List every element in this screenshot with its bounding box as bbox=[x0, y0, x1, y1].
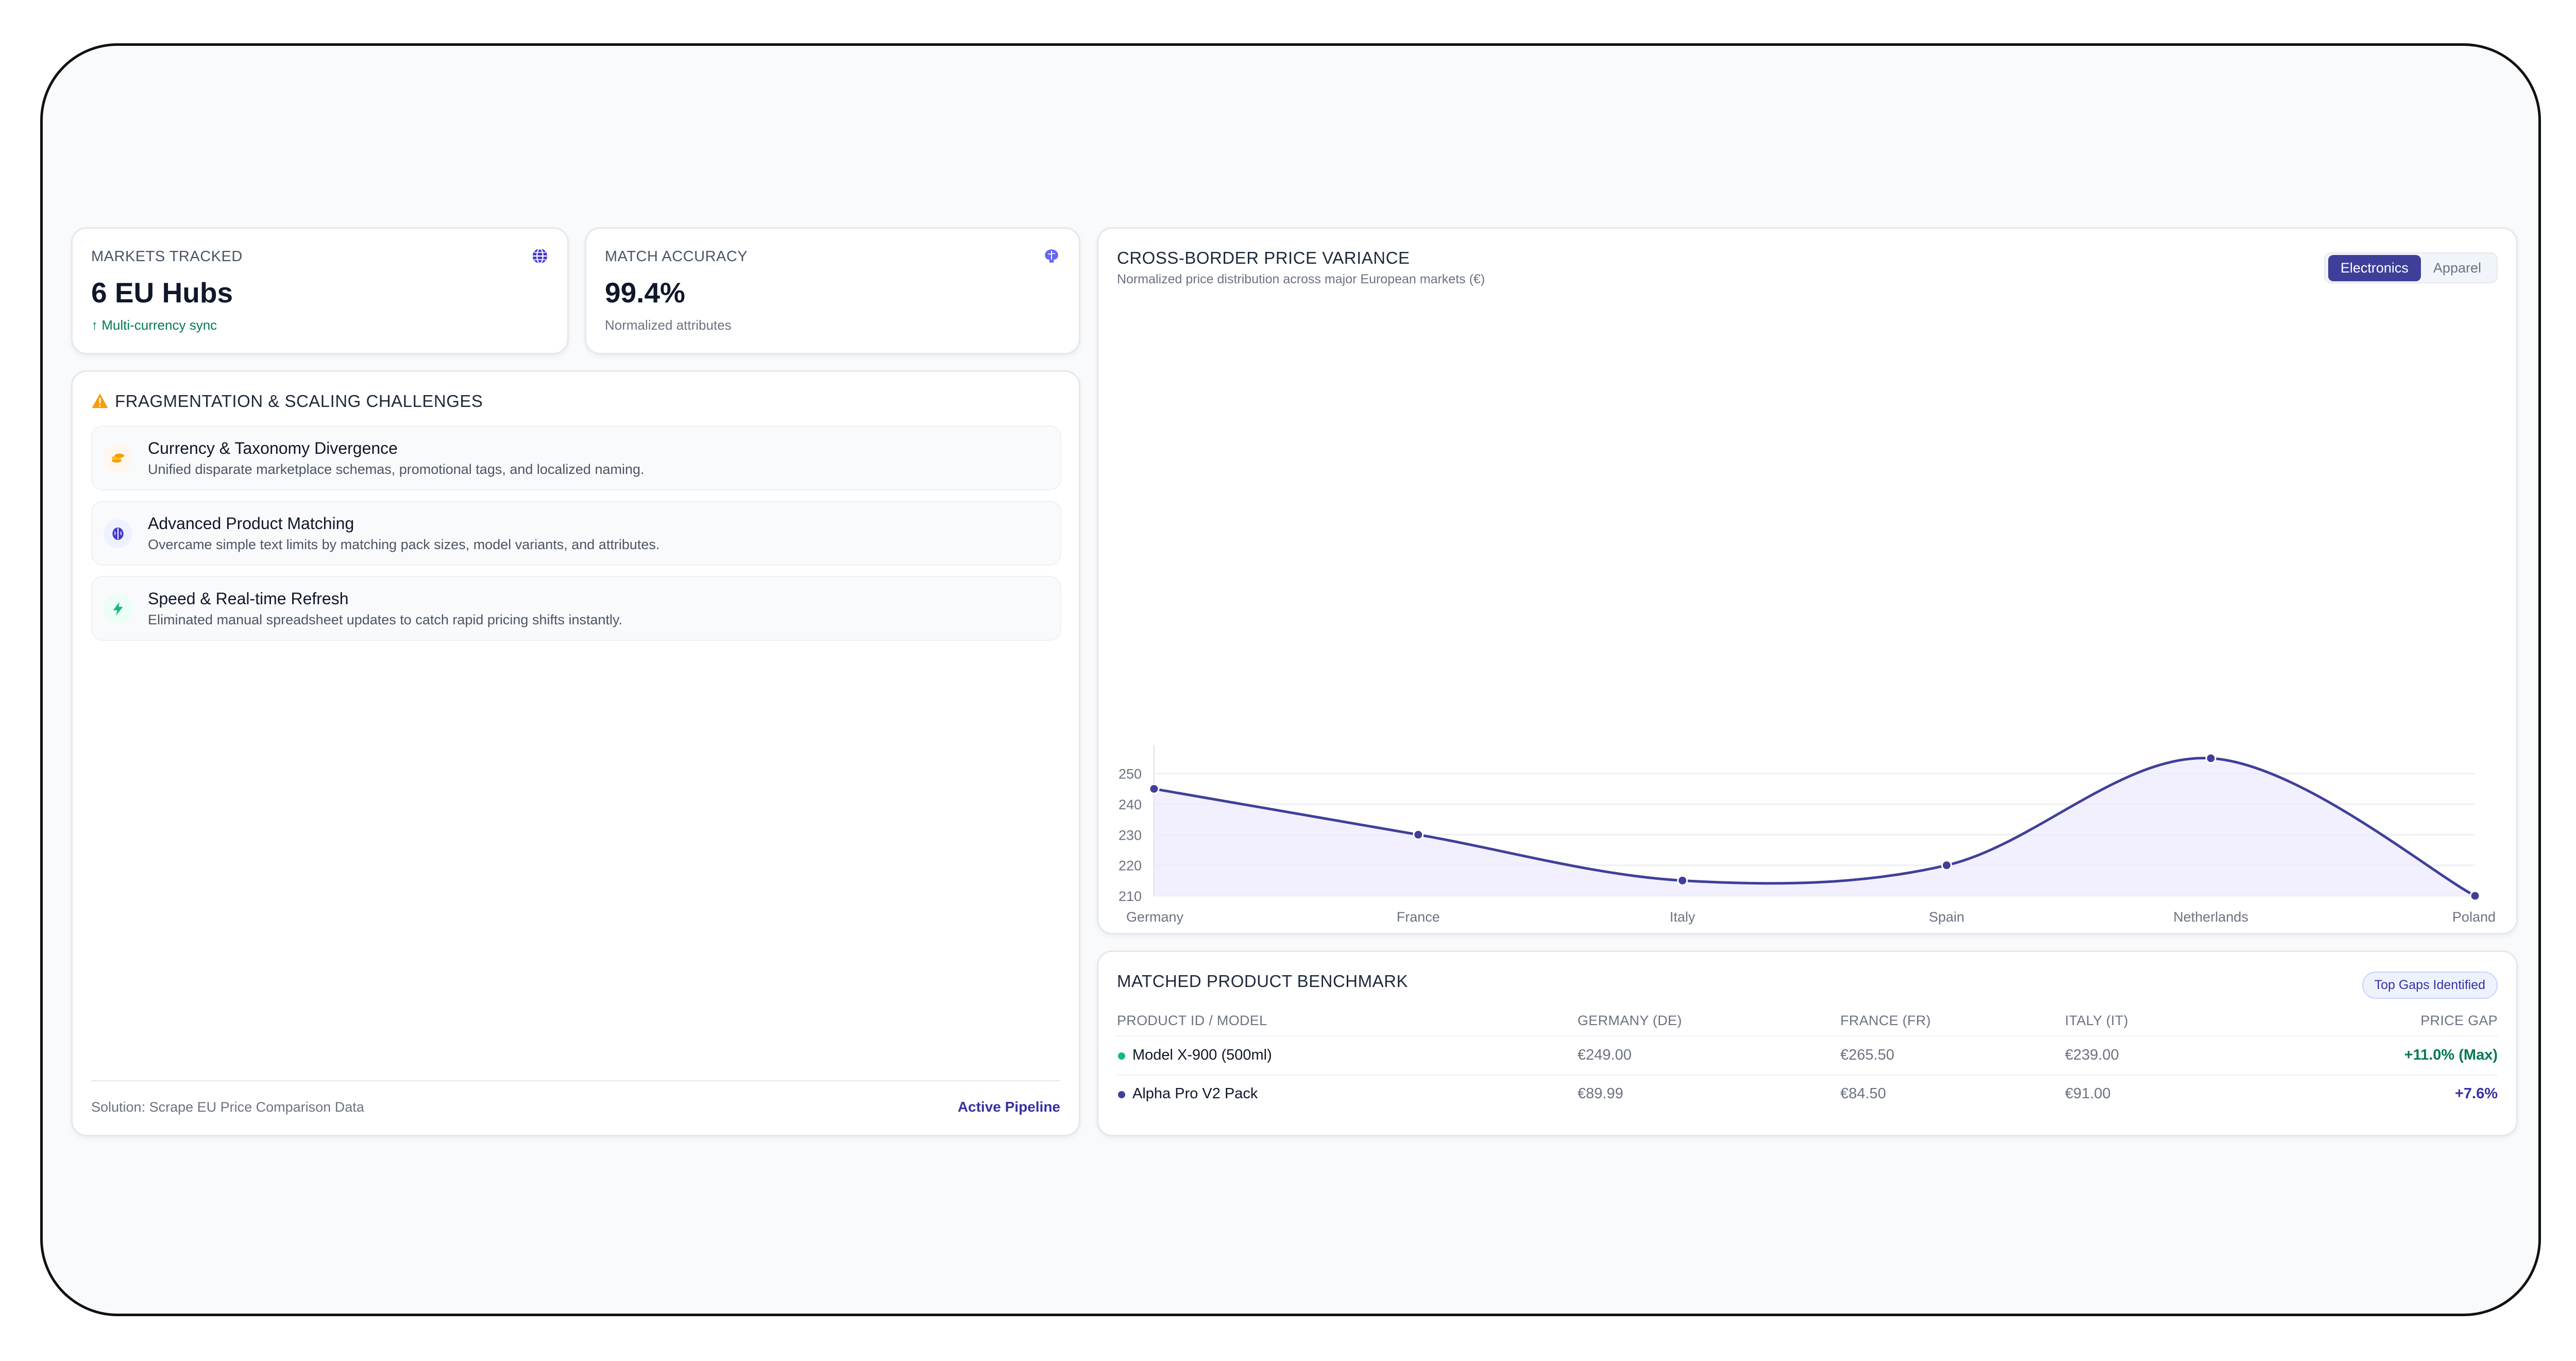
header-divider bbox=[1117, 1035, 2498, 1036]
row-dot bbox=[1118, 1091, 1125, 1098]
series-line bbox=[1154, 757, 2476, 897]
x-tick-label: Spain bbox=[1929, 909, 1964, 925]
row-price-de: €249.00 bbox=[1578, 1047, 1632, 1063]
row-divider bbox=[1117, 1075, 2498, 1076]
kpi-card-accuracy: MATCH ACCURACY 99.4% Normalized attribut… bbox=[585, 227, 1080, 354]
row-price-fr: €265.50 bbox=[1840, 1047, 1894, 1063]
row-price-fr: €84.50 bbox=[1840, 1085, 1886, 1102]
coins-icon bbox=[104, 444, 132, 473]
benchmark-card: MATCHED PRODUCT BENCHMARK Top Gaps Ident… bbox=[1097, 950, 2518, 1136]
row-model: Model X-900 (500ml) bbox=[1132, 1047, 1272, 1063]
tab-electronics[interactable]: Electronics bbox=[2328, 254, 2421, 281]
challenge-desc: Eliminated manual spreadsheet updates to… bbox=[148, 612, 623, 627]
col-header-italy: ITALY (IT) bbox=[2065, 1013, 2129, 1028]
app-frame: MARKETS TRACKED 6 EU Hubs ↑ Multi-curren… bbox=[40, 43, 2541, 1316]
x-tick-label: Poland bbox=[2452, 909, 2496, 925]
price-variance-card: CROSS-BORDER PRICE VARIANCE Normalized p… bbox=[1097, 227, 2518, 934]
row-price-gap: +11.0% (Max) bbox=[2404, 1047, 2498, 1063]
data-point[interactable] bbox=[2469, 890, 2481, 901]
tab-apparel[interactable]: Apparel bbox=[2433, 260, 2481, 276]
kpi-value: 6 EU Hubs bbox=[91, 277, 233, 309]
row-price-gap: +7.6% bbox=[2454, 1085, 2498, 1102]
top-gaps-badge: Top Gaps Identified bbox=[2362, 972, 2498, 999]
kpi-card-markets: MARKETS TRACKED 6 EU Hubs ↑ Multi-curren… bbox=[71, 227, 569, 354]
brain-icon bbox=[104, 519, 132, 548]
category-toggle: Electronics Apparel bbox=[2324, 252, 2498, 283]
y-tick-label: 210 bbox=[1118, 889, 1142, 904]
challenges-title: FRAGMENTATION & SCALING CHALLENGES bbox=[115, 392, 483, 411]
benchmark-title: MATCHED PRODUCT BENCHMARK bbox=[1117, 972, 1408, 991]
challenge-item: Speed & Real-time Refresh Eliminated man… bbox=[91, 576, 1061, 641]
y-tick-label: 220 bbox=[1118, 858, 1142, 874]
y-tick-label: 240 bbox=[1118, 797, 1142, 812]
warning-icon bbox=[92, 393, 108, 409]
kpi-label: MATCH ACCURACY bbox=[605, 248, 748, 265]
globe-icon bbox=[532, 248, 548, 264]
x-tick-label: Italy bbox=[1670, 909, 1696, 925]
variance-title: CROSS-BORDER PRICE VARIANCE bbox=[1117, 248, 1410, 267]
solution-label: Solution: Scrape EU Price Comparison Dat… bbox=[91, 1099, 364, 1115]
challenge-title: Speed & Real-time Refresh bbox=[148, 589, 349, 608]
price-variance-chart: 210 220 230 240 250 Germany France Italy Spain Ne… bbox=[1118, 745, 2496, 925]
row-price-de: €89.99 bbox=[1578, 1085, 1623, 1102]
kpi-label: MARKETS TRACKED bbox=[91, 248, 243, 265]
challenge-item: Advanced Product Matching Overcame simpl… bbox=[91, 501, 1061, 566]
challenge-desc: Overcame simple text limits by matching … bbox=[148, 537, 660, 552]
kpi-sub: Normalized attributes bbox=[605, 317, 732, 333]
row-model: Alpha Pro V2 Pack bbox=[1132, 1085, 1258, 1102]
challenge-title: Currency & Taxonomy Divergence bbox=[148, 439, 398, 457]
kpi-value: 99.4% bbox=[605, 277, 685, 309]
bolt-icon bbox=[104, 594, 132, 623]
active-pipeline-link[interactable]: Active Pipeline bbox=[957, 1099, 1060, 1115]
kpi-sub: ↑ Multi-currency sync bbox=[91, 317, 217, 333]
col-header-france: FRANCE (FR) bbox=[1840, 1013, 1931, 1028]
brain-icon bbox=[1045, 249, 1058, 263]
row-price-it: €91.00 bbox=[2065, 1085, 2111, 1102]
challenges-card: FRAGMENTATION & SCALING CHALLENGES Curre… bbox=[71, 370, 1080, 1136]
col-header-model: PRODUCT ID / MODEL bbox=[1117, 1013, 1267, 1028]
data-point[interactable] bbox=[2205, 753, 2216, 764]
col-header-price-gap: PRICE GAP bbox=[2420, 1013, 2498, 1028]
x-tick-label: Germany bbox=[1126, 909, 1184, 925]
variance-subtitle: Normalized price distribution across maj… bbox=[1117, 272, 1485, 286]
y-tick-label: 250 bbox=[1118, 767, 1142, 782]
data-point[interactable] bbox=[1148, 783, 1160, 794]
challenge-item: Currency & Taxonomy Divergence Unified d… bbox=[91, 426, 1061, 490]
row-price-it: €239.00 bbox=[2065, 1047, 2119, 1063]
footer-divider bbox=[91, 1080, 1060, 1081]
data-point[interactable] bbox=[1677, 875, 1688, 886]
x-tick-label: France bbox=[1397, 909, 1440, 925]
data-point[interactable] bbox=[1413, 829, 1424, 840]
col-header-germany: GERMANY (DE) bbox=[1578, 1013, 1682, 1028]
challenge-title: Advanced Product Matching bbox=[148, 514, 354, 533]
row-dot bbox=[1118, 1052, 1125, 1060]
x-tick-label: Netherlands bbox=[2173, 909, 2248, 925]
series-area bbox=[1154, 758, 2475, 896]
y-tick-label: 230 bbox=[1118, 827, 1142, 843]
challenge-desc: Unified disparate marketplace schemas, p… bbox=[148, 462, 645, 477]
data-point[interactable] bbox=[1941, 860, 1952, 871]
